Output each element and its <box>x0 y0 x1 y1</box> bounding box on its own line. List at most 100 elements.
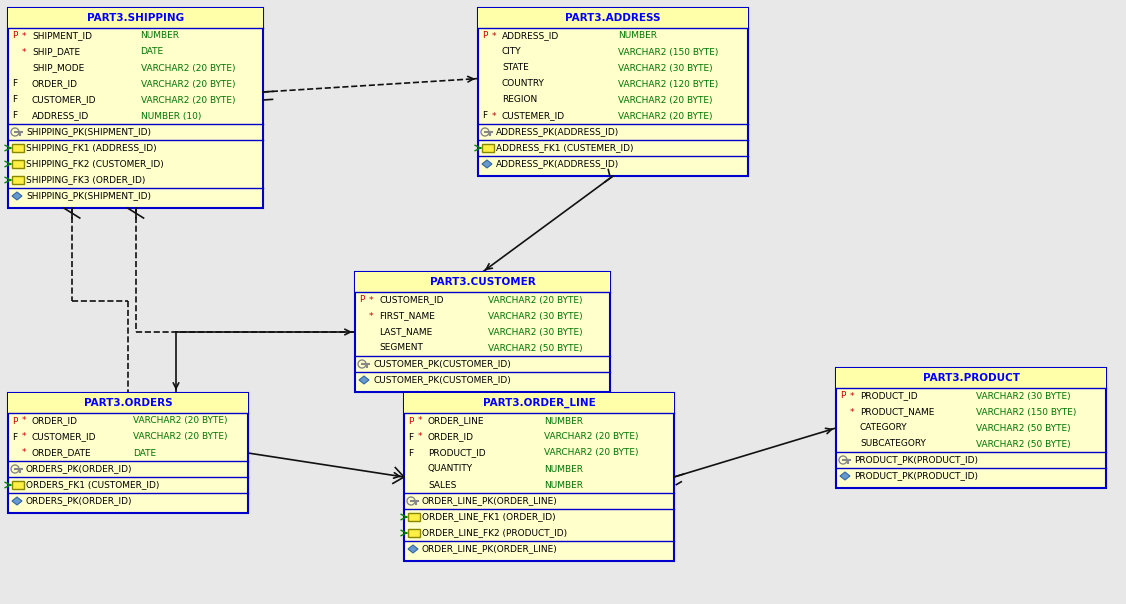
Text: VARCHAR2 (20 BYTE): VARCHAR2 (20 BYTE) <box>544 432 638 442</box>
Text: VARCHAR2 (20 BYTE): VARCHAR2 (20 BYTE) <box>133 432 227 442</box>
Text: SHIPPING_PK(SHIPMENT_ID): SHIPPING_PK(SHIPMENT_ID) <box>26 127 151 137</box>
Text: F: F <box>12 80 17 89</box>
Polygon shape <box>359 376 369 384</box>
Bar <box>8 393 248 413</box>
Text: SHIPPING_FK3 (ORDER_ID): SHIPPING_FK3 (ORDER_ID) <box>26 176 145 184</box>
Text: *: * <box>850 391 855 400</box>
Text: *: * <box>23 432 27 442</box>
Bar <box>12 176 24 184</box>
Text: F: F <box>482 112 488 121</box>
Text: VARCHAR2 (20 BYTE): VARCHAR2 (20 BYTE) <box>618 112 713 121</box>
Text: CUSTEMER_ID: CUSTEMER_ID <box>502 112 565 121</box>
Text: VARCHAR2 (20 BYTE): VARCHAR2 (20 BYTE) <box>141 80 235 89</box>
Text: NUMBER: NUMBER <box>141 31 180 40</box>
Text: VARCHAR2 (20 BYTE): VARCHAR2 (20 BYTE) <box>488 295 582 304</box>
Bar <box>408 529 420 537</box>
Text: ORDERS_PK(ORDER_ID): ORDERS_PK(ORDER_ID) <box>26 496 133 506</box>
Text: *: * <box>23 31 27 40</box>
Text: VARCHAR2 (20 BYTE): VARCHAR2 (20 BYTE) <box>133 417 227 425</box>
Bar <box>835 368 1106 388</box>
Text: SHIPPING_FK2 (CUSTOMER_ID): SHIPPING_FK2 (CUSTOMER_ID) <box>26 159 163 169</box>
Text: ORDER_LINE_PK(ORDER_LINE): ORDER_LINE_PK(ORDER_LINE) <box>422 496 557 506</box>
Text: CITY: CITY <box>502 48 521 57</box>
Bar <box>8 393 248 513</box>
Text: CATEGORY: CATEGORY <box>860 423 908 432</box>
Text: P: P <box>408 417 413 425</box>
Text: NUMBER: NUMBER <box>618 31 658 40</box>
Text: ORDERS_FK1 (CUSTOMER_ID): ORDERS_FK1 (CUSTOMER_ID) <box>26 481 160 489</box>
Text: ORDER_LINE_PK(ORDER_LINE): ORDER_LINE_PK(ORDER_LINE) <box>422 544 557 553</box>
Text: SHIP_MODE: SHIP_MODE <box>32 63 84 72</box>
Text: VARCHAR2 (30 BYTE): VARCHAR2 (30 BYTE) <box>488 327 582 336</box>
Text: VARCHAR2 (20 BYTE): VARCHAR2 (20 BYTE) <box>141 63 235 72</box>
Text: VARCHAR2 (20 BYTE): VARCHAR2 (20 BYTE) <box>544 449 638 457</box>
Text: CUSTOMER_ID: CUSTOMER_ID <box>32 432 97 442</box>
Text: VARCHAR2 (20 BYTE): VARCHAR2 (20 BYTE) <box>618 95 713 104</box>
Text: PRODUCT_ID: PRODUCT_ID <box>428 449 485 457</box>
Bar <box>355 272 610 392</box>
Text: *: * <box>369 295 374 304</box>
Text: F: F <box>12 432 17 442</box>
Text: SALES: SALES <box>428 481 456 489</box>
Text: PART3.ORDER_LINE: PART3.ORDER_LINE <box>483 398 596 408</box>
Text: P: P <box>840 391 846 400</box>
Text: VARCHAR2 (50 BYTE): VARCHAR2 (50 BYTE) <box>976 440 1071 449</box>
Text: SHIPPING_FK1 (ADDRESS_ID): SHIPPING_FK1 (ADDRESS_ID) <box>26 144 157 152</box>
Text: PART3.CUSTOMER: PART3.CUSTOMER <box>430 277 535 287</box>
Text: *: * <box>418 417 422 425</box>
Text: VARCHAR2 (50 BYTE): VARCHAR2 (50 BYTE) <box>976 423 1071 432</box>
Text: F: F <box>408 449 413 457</box>
Text: ORDER_LINE_FK2 (PRODUCT_ID): ORDER_LINE_FK2 (PRODUCT_ID) <box>422 528 568 538</box>
Text: ADDRESS_FK1 (CUSTEMER_ID): ADDRESS_FK1 (CUSTEMER_ID) <box>495 144 634 152</box>
Text: COUNTRY: COUNTRY <box>502 80 545 89</box>
Text: LAST_NAME: LAST_NAME <box>379 327 432 336</box>
Text: F: F <box>12 95 17 104</box>
Bar <box>12 481 24 489</box>
Text: P: P <box>482 31 488 40</box>
Text: ADDRESS_PK(ADDRESS_ID): ADDRESS_PK(ADDRESS_ID) <box>495 127 619 137</box>
Bar <box>8 8 263 28</box>
Text: VARCHAR2 (30 BYTE): VARCHAR2 (30 BYTE) <box>618 63 713 72</box>
Bar <box>355 272 610 292</box>
Text: PRODUCT_PK(PRODUCT_ID): PRODUCT_PK(PRODUCT_ID) <box>854 472 978 481</box>
Text: ADDRESS_ID: ADDRESS_ID <box>502 31 560 40</box>
Text: *: * <box>369 312 374 321</box>
Text: VARCHAR2 (30 BYTE): VARCHAR2 (30 BYTE) <box>488 312 582 321</box>
Text: VARCHAR2 (120 BYTE): VARCHAR2 (120 BYTE) <box>618 80 718 89</box>
Text: ADDRESS_ID: ADDRESS_ID <box>32 112 89 121</box>
Text: CUSTOMER_PK(CUSTOMER_ID): CUSTOMER_PK(CUSTOMER_ID) <box>373 376 511 385</box>
Text: PART3.PRODUCT: PART3.PRODUCT <box>922 373 1019 383</box>
Text: *: * <box>23 449 27 457</box>
Text: SHIPMENT_ID: SHIPMENT_ID <box>32 31 92 40</box>
Text: F: F <box>12 112 17 121</box>
Text: ORDER_LINE_FK1 (ORDER_ID): ORDER_LINE_FK1 (ORDER_ID) <box>422 513 555 521</box>
Bar <box>835 368 1106 488</box>
Text: NUMBER: NUMBER <box>544 481 583 489</box>
Text: PRODUCT_ID: PRODUCT_ID <box>860 391 918 400</box>
Text: PART3.SHIPPING: PART3.SHIPPING <box>87 13 184 23</box>
Polygon shape <box>408 545 418 553</box>
Text: ORDER_LINE: ORDER_LINE <box>428 417 484 425</box>
Text: SHIP_DATE: SHIP_DATE <box>32 48 80 57</box>
Bar <box>479 8 748 28</box>
Text: ORDER_ID: ORDER_ID <box>428 432 474 442</box>
Text: P: P <box>12 417 17 425</box>
Bar <box>8 8 263 208</box>
Text: CUSTOMER_ID: CUSTOMER_ID <box>379 295 444 304</box>
Text: CUSTOMER_PK(CUSTOMER_ID): CUSTOMER_PK(CUSTOMER_ID) <box>373 359 511 368</box>
Bar <box>482 144 494 152</box>
Text: ORDERS_PK(ORDER_ID): ORDERS_PK(ORDER_ID) <box>26 464 133 474</box>
Polygon shape <box>482 160 492 168</box>
Text: P: P <box>12 31 17 40</box>
Text: VARCHAR2 (20 BYTE): VARCHAR2 (20 BYTE) <box>141 95 235 104</box>
Text: PRODUCT_NAME: PRODUCT_NAME <box>860 408 935 417</box>
Text: VARCHAR2 (150 BYTE): VARCHAR2 (150 BYTE) <box>618 48 718 57</box>
Bar <box>408 513 420 521</box>
Text: SEGMENT: SEGMENT <box>379 344 423 353</box>
Text: SUBCATEGORY: SUBCATEGORY <box>860 440 926 449</box>
Text: PART3.ORDERS: PART3.ORDERS <box>83 398 172 408</box>
Text: SHIPPING_PK(SHIPMENT_ID): SHIPPING_PK(SHIPMENT_ID) <box>26 191 151 201</box>
Text: VARCHAR2 (30 BYTE): VARCHAR2 (30 BYTE) <box>976 391 1071 400</box>
Text: QUANTITY: QUANTITY <box>428 464 473 474</box>
Text: VARCHAR2 (50 BYTE): VARCHAR2 (50 BYTE) <box>488 344 582 353</box>
